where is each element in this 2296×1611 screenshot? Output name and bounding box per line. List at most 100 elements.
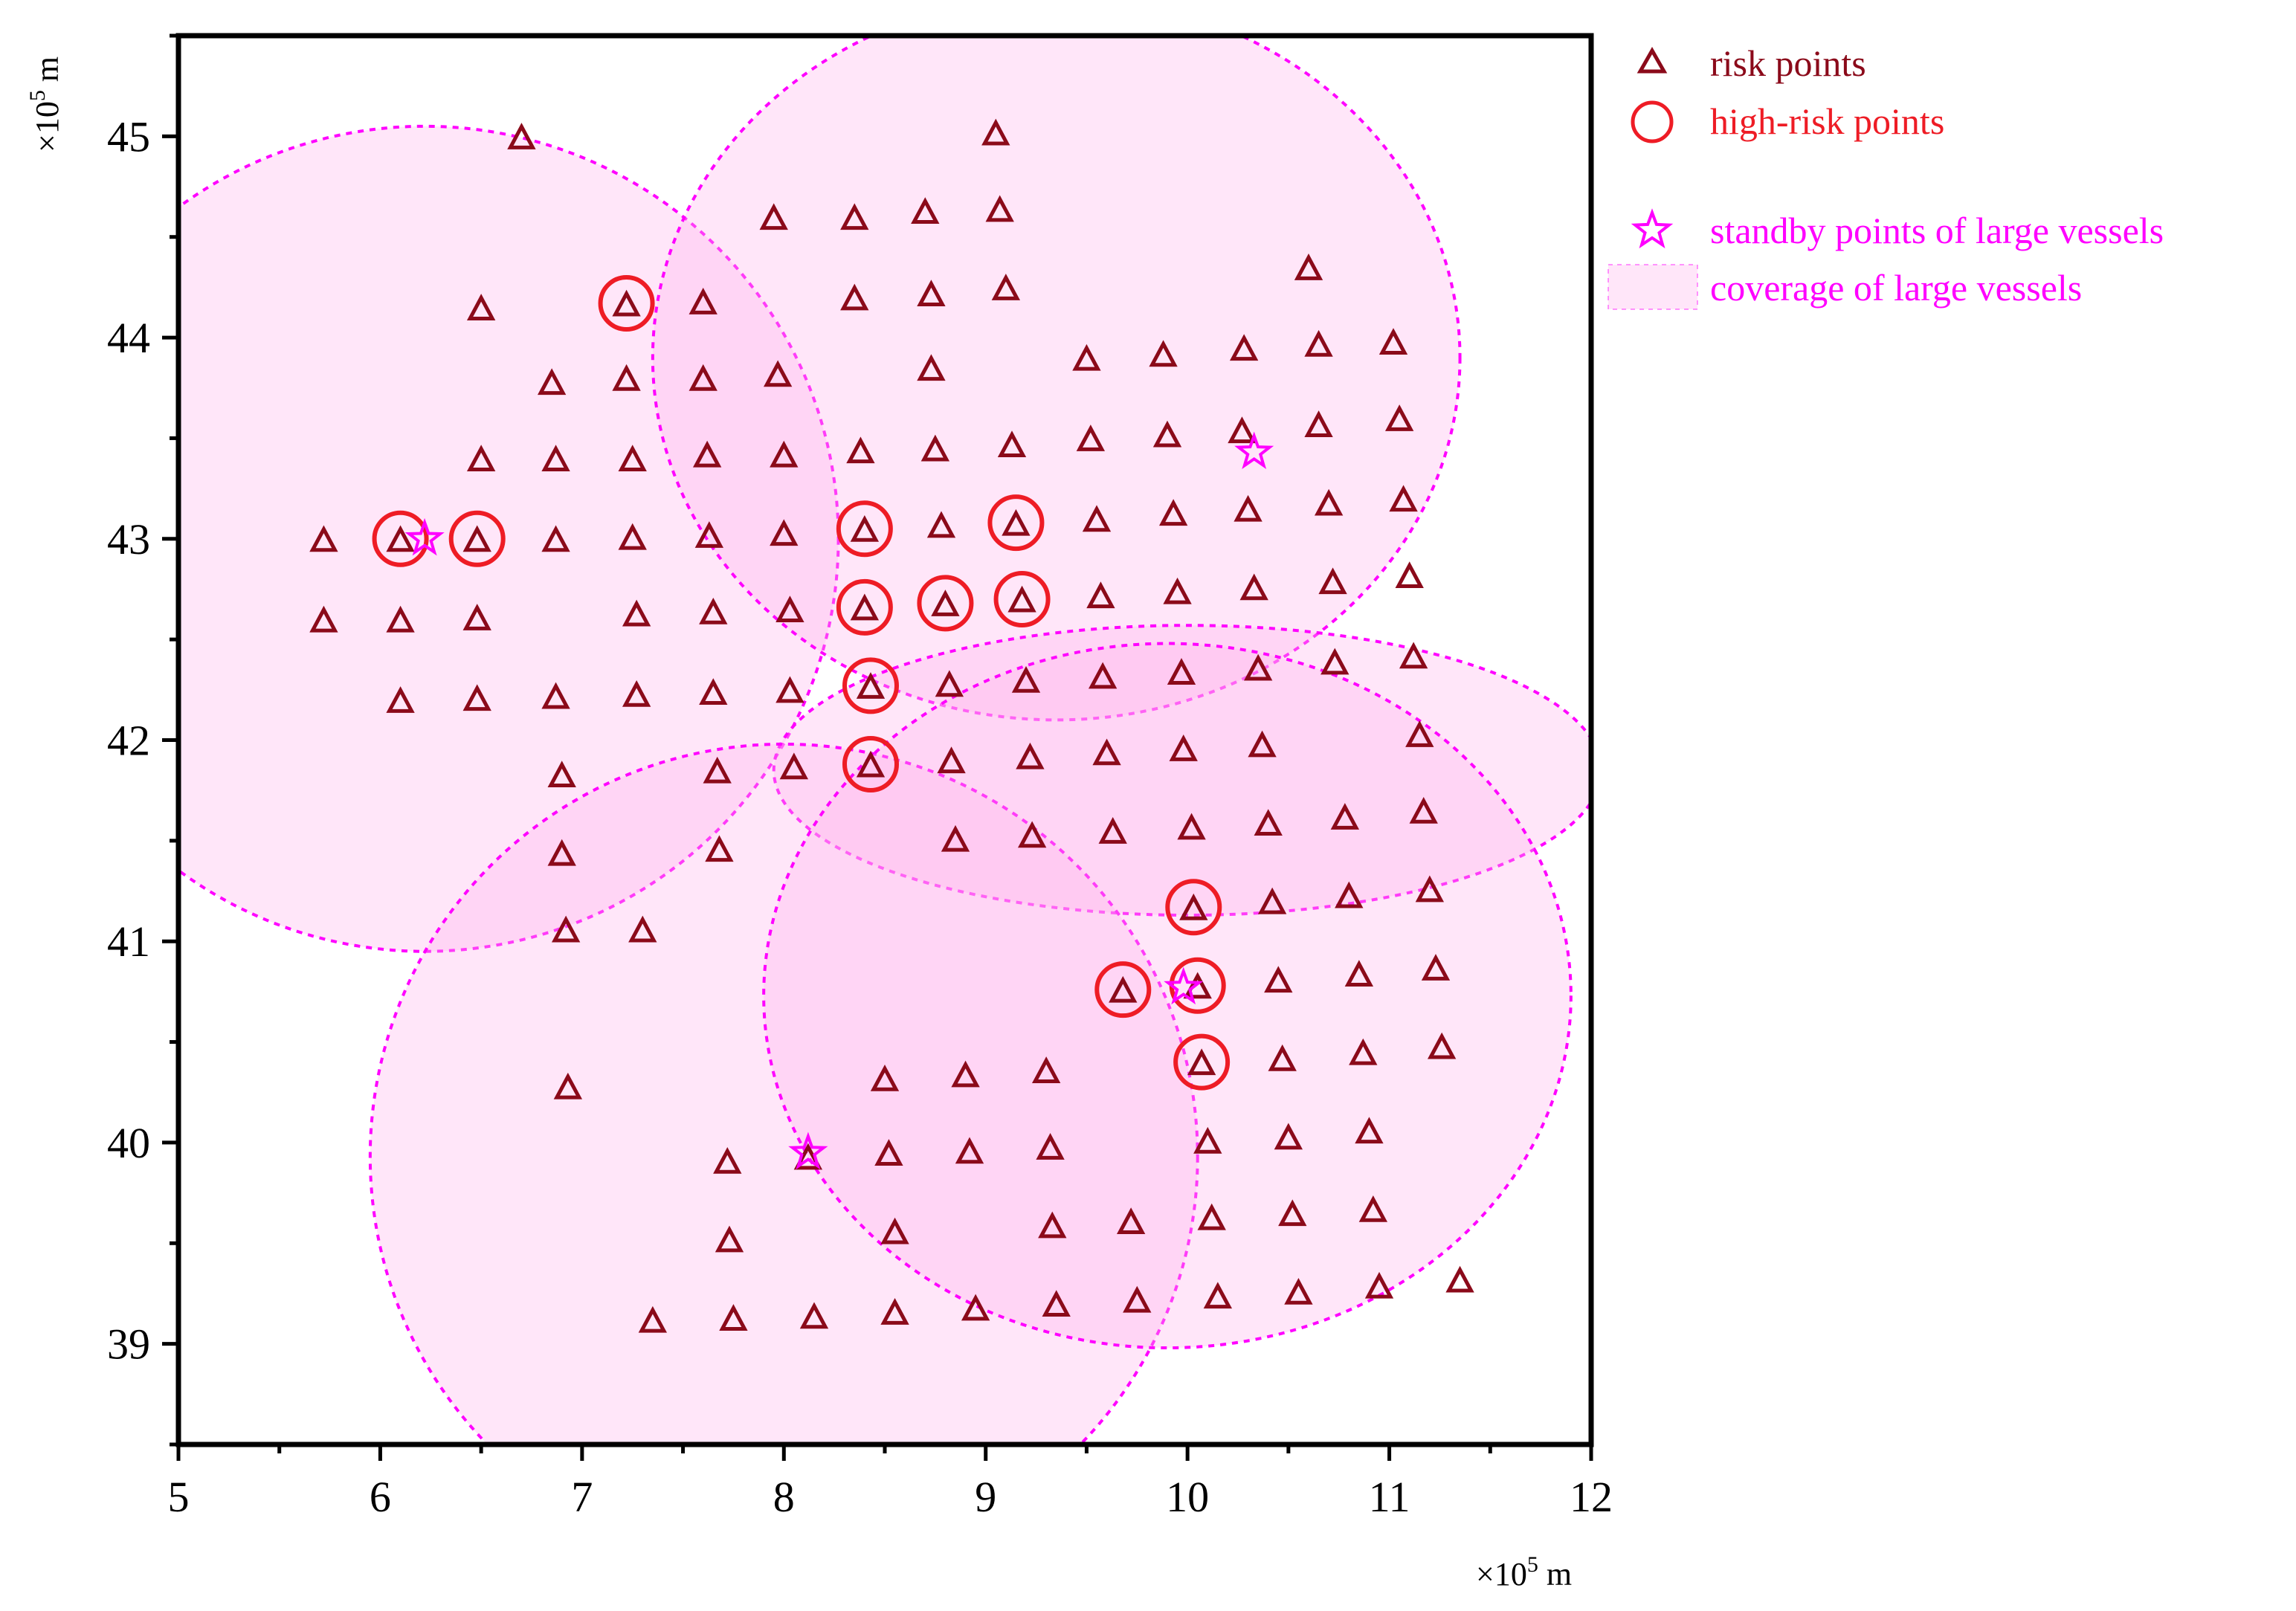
risk-point-53 xyxy=(386,605,415,633)
risk-point-51 xyxy=(1389,485,1418,512)
risk-point-124 xyxy=(1274,1123,1303,1150)
risk-point-47 xyxy=(1082,505,1112,532)
risk-point-10 xyxy=(840,283,869,311)
risk-point-33 xyxy=(1152,420,1182,448)
risk-point-46 xyxy=(1002,509,1031,536)
risk-point-107 xyxy=(1264,966,1293,993)
risk-point-69 xyxy=(622,679,651,707)
y-unit-label: ×105 m xyxy=(25,57,65,152)
risk-point-30 xyxy=(920,434,950,462)
risk-point-81 xyxy=(703,756,732,784)
x-unit-label: ×105 m xyxy=(1476,1552,1572,1592)
risk-point-71 xyxy=(775,676,804,703)
risk-point-110 xyxy=(553,1072,583,1100)
risk-point-108 xyxy=(1344,960,1374,987)
risk-point-132 xyxy=(1358,1195,1388,1222)
risk-point-18 xyxy=(917,354,946,381)
risk-point-70 xyxy=(699,678,728,706)
x-tick-label: 7 xyxy=(571,1473,593,1521)
legend-label-standby: standby points of large vessels xyxy=(1710,210,2164,251)
risk-point-72 xyxy=(856,672,886,699)
risk-point-138 xyxy=(1042,1290,1071,1317)
risk-point-130 xyxy=(1197,1203,1226,1230)
risk-point-43 xyxy=(770,519,799,546)
risk-point-29 xyxy=(846,436,875,464)
risk-point-36 xyxy=(1384,404,1414,431)
legend-item-standby: standby points of large vessels xyxy=(1631,208,2164,251)
risk-point-6 xyxy=(985,195,1014,222)
risk-point-91 xyxy=(705,835,734,862)
risk-point-75 xyxy=(1088,662,1118,689)
risk-point-25 xyxy=(541,445,570,471)
risk-point-101 xyxy=(1179,893,1208,920)
risk-point-59 xyxy=(931,590,960,616)
risk-point-114 xyxy=(1187,1048,1216,1076)
risk-point-111 xyxy=(870,1065,900,1091)
risk-point-88 xyxy=(1248,730,1277,758)
legend-item-high-risk: high-risk points xyxy=(1631,100,1944,143)
risk-point-20 xyxy=(1149,340,1178,367)
risk-point-57 xyxy=(775,595,804,623)
risk-point-21 xyxy=(1229,334,1259,361)
risk-point-79 xyxy=(1399,642,1428,669)
risk-point-4 xyxy=(840,203,869,230)
risk-point-3 xyxy=(759,203,788,230)
risk-point-76 xyxy=(1167,658,1196,685)
x-tick-label: 12 xyxy=(1570,1473,1613,1521)
risk-point-78 xyxy=(1320,648,1349,675)
y-tick-label: 42 xyxy=(107,717,150,765)
risk-point-54 xyxy=(462,604,491,630)
standby-point-3 xyxy=(1164,966,1204,1005)
risk-point-62 xyxy=(1163,577,1192,604)
risk-point-13 xyxy=(1294,254,1323,280)
risk-point-104 xyxy=(1415,875,1445,903)
x-tick-label: 8 xyxy=(773,1473,795,1521)
risk-point-55 xyxy=(622,599,651,627)
risk-point-93 xyxy=(1017,821,1047,848)
risk-point-90 xyxy=(547,839,576,866)
legend-circle-icon xyxy=(1631,100,1674,143)
risk-point-7 xyxy=(466,294,496,320)
risk-point-61 xyxy=(1086,581,1115,609)
x-tick-label: 11 xyxy=(1369,1473,1410,1521)
coverage-region-4 xyxy=(369,743,1199,1444)
risk-point-83 xyxy=(856,750,886,778)
legend-label-risk: risk points xyxy=(1710,42,1866,84)
risk-point-139 xyxy=(1123,1285,1152,1313)
risk-point-86 xyxy=(1092,738,1121,766)
risk-point-87 xyxy=(1169,735,1198,761)
risk-point-26 xyxy=(618,445,647,471)
legend-item-coverage: coverage of large vessels xyxy=(1607,264,2082,310)
risk-point-49 xyxy=(1234,494,1263,522)
risk-point-58 xyxy=(850,593,880,621)
high-risk-point-4 xyxy=(836,500,893,558)
risk-point-77 xyxy=(1243,653,1273,681)
high-risk-point-2 xyxy=(372,510,429,567)
high-risk-point-5 xyxy=(987,494,1045,552)
risk-point-127 xyxy=(880,1217,909,1244)
x-tick-label: 5 xyxy=(168,1473,190,1521)
risk-point-67 xyxy=(462,684,491,711)
risk-point-134 xyxy=(719,1304,748,1331)
risk-point-11 xyxy=(917,280,946,307)
risk-point-126 xyxy=(715,1225,744,1253)
risk-point-117 xyxy=(1427,1032,1457,1059)
risk-point-23 xyxy=(1378,328,1408,355)
risk-point-103 xyxy=(1335,881,1364,908)
legend-label-coverage: coverage of large vessels xyxy=(1710,267,2082,309)
risk-point-60 xyxy=(1007,585,1036,613)
risk-point-1 xyxy=(507,123,536,149)
risk-point-136 xyxy=(880,1298,909,1325)
risk-point-96 xyxy=(1254,809,1283,836)
risk-point-125 xyxy=(1355,1117,1384,1144)
y-tick-label: 44 xyxy=(107,314,150,362)
risk-point-98 xyxy=(1409,796,1438,824)
risk-point-94 xyxy=(1098,817,1127,844)
risk-point-22 xyxy=(1304,329,1333,357)
legend: risk points high-risk points standby poi… xyxy=(1607,42,2164,310)
risk-point-35 xyxy=(1304,410,1333,437)
risk-point-52 xyxy=(309,605,338,633)
risk-point-85 xyxy=(1016,742,1045,769)
y-tick-label: 45 xyxy=(107,112,150,161)
